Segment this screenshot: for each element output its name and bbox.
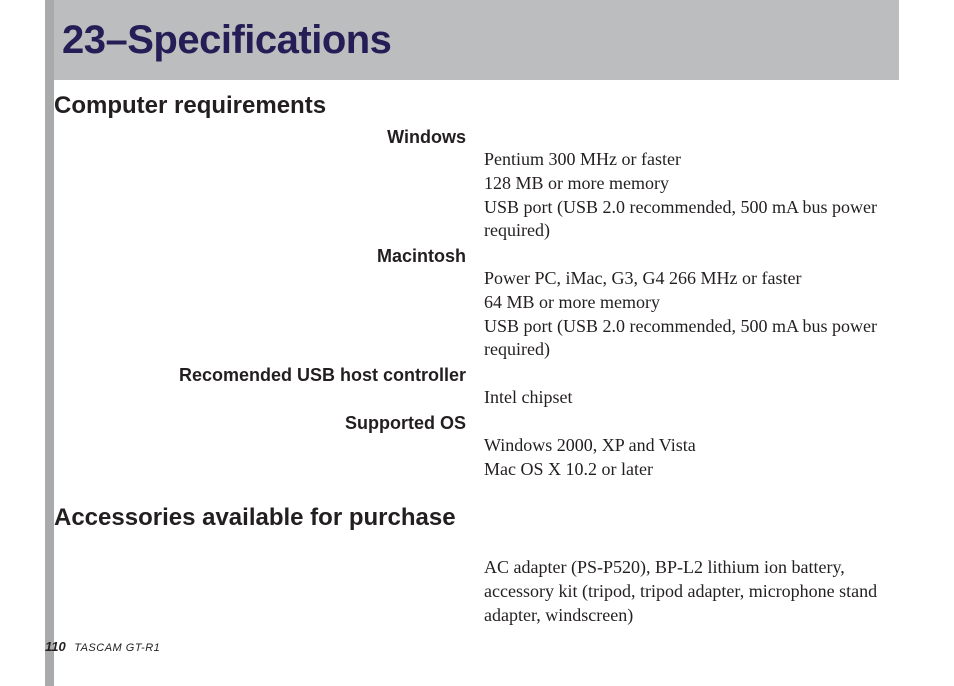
section-heading-computer-requirements: Computer requirements (54, 92, 899, 120)
footer-model: TASCAM GT-R1 (74, 642, 160, 654)
manual-page: 23–Specifications Computer requirements … (0, 0, 954, 686)
spec-line: Intel chipset (484, 386, 899, 409)
accessories-label-spacer (54, 532, 484, 627)
accessories-text: AC adapter (PS-P520), BP-L2 lithium ion … (484, 532, 899, 627)
spec-label-supported-os: Supported OS (54, 412, 484, 482)
spec-block-macintosh: Macintosh Power PC, iMac, G3, G4 266 MHz… (54, 245, 899, 362)
spec-values-supported-os: Windows 2000, XP and Vista Mac OS X 10.2… (484, 412, 899, 482)
spec-label-usb-host: Recomended USB host controller (54, 364, 484, 410)
spec-values-macintosh: Power PC, iMac, G3, G4 266 MHz or faster… (484, 245, 899, 362)
spec-line: Power PC, iMac, G3, G4 266 MHz or faster (484, 267, 899, 290)
spec-line: 128 MB or more memory (484, 172, 899, 195)
spec-label-windows: Windows (54, 126, 484, 243)
spec-block-windows: Windows Pentium 300 MHz or faster 128 MB… (54, 126, 899, 243)
spec-block-supported-os: Supported OS Windows 2000, XP and Vista … (54, 412, 899, 482)
page-content: Computer requirements Windows Pentium 30… (54, 92, 899, 628)
accessories-block: AC adapter (PS-P520), BP-L2 lithium ion … (54, 532, 899, 627)
spec-values-usb-host: Intel chipset (484, 364, 899, 410)
spec-line: 64 MB or more memory (484, 291, 899, 314)
spec-line: Windows 2000, XP and Vista (484, 434, 899, 457)
left-sidebar-stripe (45, 0, 54, 686)
spec-block-usb-host: Recomended USB host controller Intel chi… (54, 364, 899, 410)
chapter-header-band: 23–Specifications (54, 0, 899, 80)
spec-line: USB port (USB 2.0 recommended, 500 mA bu… (484, 196, 899, 242)
page-footer: 110 TASCAM GT-R1 (45, 638, 160, 656)
page-number: 110 (45, 639, 66, 654)
spec-line: Pentium 300 MHz or faster (484, 148, 899, 171)
spec-line: USB port (USB 2.0 recommended, 500 mA bu… (484, 315, 899, 361)
section-heading-accessories: Accessories available for purchase (54, 504, 899, 532)
spec-label-macintosh: Macintosh (54, 245, 484, 362)
spec-values-windows: Pentium 300 MHz or faster 128 MB or more… (484, 126, 899, 243)
chapter-title: 23–Specifications (62, 18, 391, 63)
spec-line: Mac OS X 10.2 or later (484, 458, 899, 481)
